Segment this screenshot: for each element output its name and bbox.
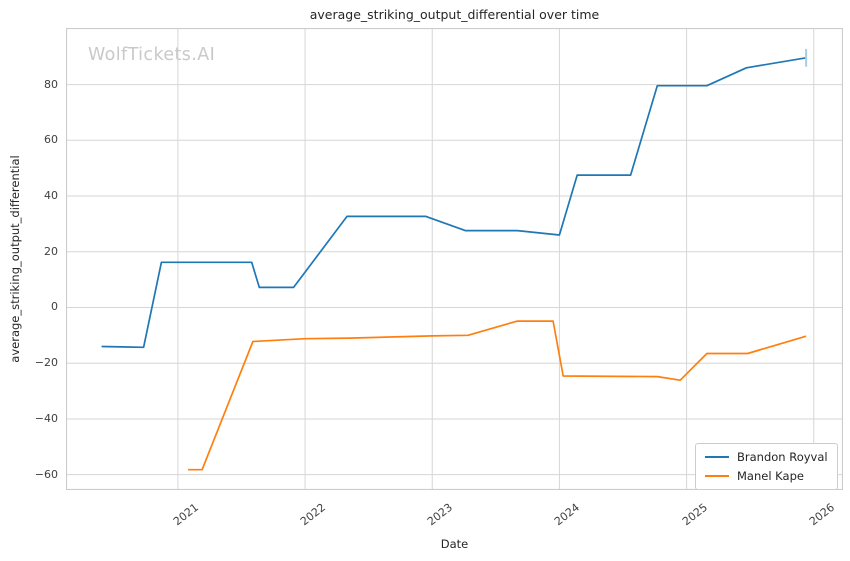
x-tick-label: 2026 — [806, 500, 837, 529]
x-tick-label: 2022 — [298, 500, 329, 529]
legend[interactable]: Brandon Royval Manel Kape — [695, 443, 838, 490]
plot-area — [66, 28, 843, 490]
y-tick-label: −20 — [34, 356, 58, 370]
x-tick-label: 2023 — [425, 500, 456, 529]
y-tick-label: 0 — [51, 300, 58, 314]
legend-line-swatch-orange — [705, 475, 729, 477]
x-tick-label: 2021 — [170, 500, 201, 529]
legend-label: Manel Kape — [737, 469, 804, 483]
legend-label: Brandon Royval — [737, 450, 828, 464]
y-tick-label: 80 — [44, 77, 58, 91]
legend-item-manel-kape[interactable]: Manel Kape — [705, 469, 828, 483]
x-axis-label: Date — [440, 537, 469, 551]
x-tick-label: 2024 — [552, 500, 583, 529]
y-tick-label: 40 — [44, 189, 58, 203]
line-chart-canvas — [66, 28, 843, 490]
x-tick-label: 2025 — [679, 500, 710, 529]
y-tick-label: 20 — [44, 244, 58, 258]
chart-title: average_striking_output_differential ove… — [309, 7, 600, 22]
watermark: WolfTickets.AI — [88, 45, 216, 65]
y-tick-label: 60 — [44, 133, 58, 147]
y-tick-label: −40 — [34, 411, 58, 425]
y-tick-label: −60 — [34, 467, 58, 481]
legend-item-brandon-royval[interactable]: Brandon Royval — [705, 450, 828, 464]
legend-line-swatch-blue — [705, 456, 729, 458]
